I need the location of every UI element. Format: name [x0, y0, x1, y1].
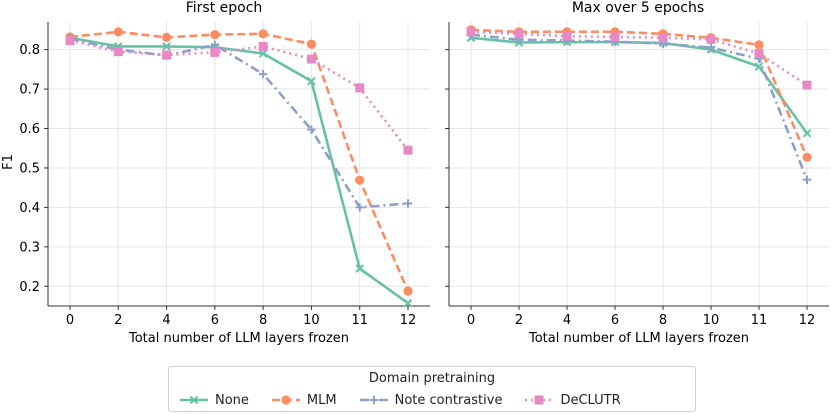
panel-title: First epoch [186, 0, 263, 16]
x-tick-label: 6 [611, 313, 619, 328]
data-point [306, 54, 316, 64]
x-tick-label: 4 [162, 313, 170, 328]
legend-label: DeCLUTR [560, 392, 621, 408]
data-point [355, 264, 365, 273]
data-point [802, 152, 812, 162]
legend-swatch [180, 395, 208, 405]
data-point [258, 41, 268, 51]
data-point [355, 175, 365, 185]
legend-label: Note contrastive [394, 392, 503, 408]
legend-marker [369, 395, 378, 405]
x-tick-label: 2 [114, 313, 122, 328]
data-point [754, 49, 764, 59]
series-line-declutr [470, 30, 808, 87]
x-tick-label: 6 [211, 313, 219, 328]
x-tick-label: 0 [66, 313, 74, 328]
data-point [514, 29, 524, 39]
series-line-none [470, 36, 809, 134]
data-point [706, 34, 716, 44]
panel-first-epoch: First epoch F1 Total number of LLM layer… [1, 0, 430, 346]
x-axis-label: Total number of LLM layers frozen [128, 331, 349, 346]
legend-item: None [179, 393, 249, 408]
data-point [161, 32, 172, 42]
x-tick-label: 0 [467, 313, 475, 328]
panel-title: Max over 5 epochs [572, 0, 704, 16]
y-tick-label: 0.7 [19, 83, 40, 98]
data-point [802, 128, 812, 138]
legend-title: Domain pretraining [368, 371, 496, 386]
data-point [610, 32, 620, 42]
data-point [706, 43, 716, 52]
data-point [113, 27, 123, 37]
x-tick-label: 11 [351, 313, 368, 328]
y-tick-label: 0.2 [19, 280, 40, 295]
legend-items: None MLM Note contrastive DeCLUTR [179, 391, 685, 409]
series-line-mlm [470, 28, 809, 158]
data-point [802, 80, 812, 90]
data-point [355, 83, 365, 93]
legend-label: None [215, 392, 249, 408]
y-tick-label: 0.3 [19, 240, 40, 255]
data-point [403, 298, 413, 308]
series-line-declutr [69, 39, 410, 151]
legend-swatch [271, 395, 300, 405]
x-tick-label: 2 [515, 313, 523, 328]
legend-label: MLM [306, 392, 337, 408]
legend-item: Note contrastive [359, 392, 503, 408]
data-point [65, 36, 75, 46]
data-point [754, 40, 764, 50]
legend-item: MLM [271, 393, 337, 408]
x-tick-label: 4 [563, 313, 571, 328]
data-point [403, 145, 413, 155]
y-tick-label: 0.6 [19, 122, 40, 137]
y-axis-label: F1 [1, 154, 16, 170]
x-tick-label: 8 [259, 313, 267, 328]
x-tick-label: 12 [400, 313, 417, 328]
y-tick-label: 0.5 [19, 161, 40, 176]
legend-swatch [359, 395, 388, 405]
x-tick-label: 8 [659, 313, 667, 328]
data-point [210, 30, 220, 40]
series-line-note-contrastive [69, 37, 409, 209]
data-point [307, 76, 316, 86]
plot-area: 0 2 4 6 8 10 11 12 [445, 22, 829, 328]
legend-marker [189, 395, 199, 405]
data-point [403, 199, 413, 208]
data-point [754, 62, 764, 71]
legend-item: DeCLUTR [524, 392, 621, 408]
legend-swatch [525, 395, 554, 405]
x-tick-label: 11 [751, 313, 768, 328]
data-point [210, 47, 220, 57]
data-point [306, 39, 317, 49]
data-point [562, 31, 572, 41]
data-point [403, 286, 413, 296]
series-line-none [69, 36, 409, 305]
data-point [307, 125, 316, 134]
legend-marker [281, 395, 291, 405]
data-point [258, 29, 268, 39]
data-point [258, 49, 268, 58]
data-point [355, 203, 364, 212]
data-point [162, 42, 171, 51]
data-point [658, 33, 668, 43]
legend: Domain pretraining None MLM Note contrasti… [168, 366, 696, 412]
data-point [162, 50, 172, 60]
panel-max-over-5-epochs: Max over 5 epochs Total number of LLM la… [445, 0, 829, 346]
x-tick-label: 12 [799, 313, 816, 328]
data-point [802, 175, 812, 184]
data-point [113, 47, 123, 57]
y-tick-label: 0.8 [19, 43, 40, 58]
series-line-mlm [69, 30, 410, 292]
data-point [258, 69, 268, 79]
x-axis-label: Total number of LLM layers frozen [528, 331, 749, 346]
y-tick-label: 0.4 [19, 201, 40, 216]
legend-marker [534, 395, 544, 405]
data-point [210, 40, 220, 50]
plot-area: 0 2 4 6 8 10 11 12 0.2 0.3 0.4 0.5 0.6 0.7 0.8 [19, 22, 430, 328]
x-tick-label: 10 [303, 313, 320, 328]
x-tick-label: 10 [703, 313, 720, 328]
data-point [466, 27, 476, 37]
